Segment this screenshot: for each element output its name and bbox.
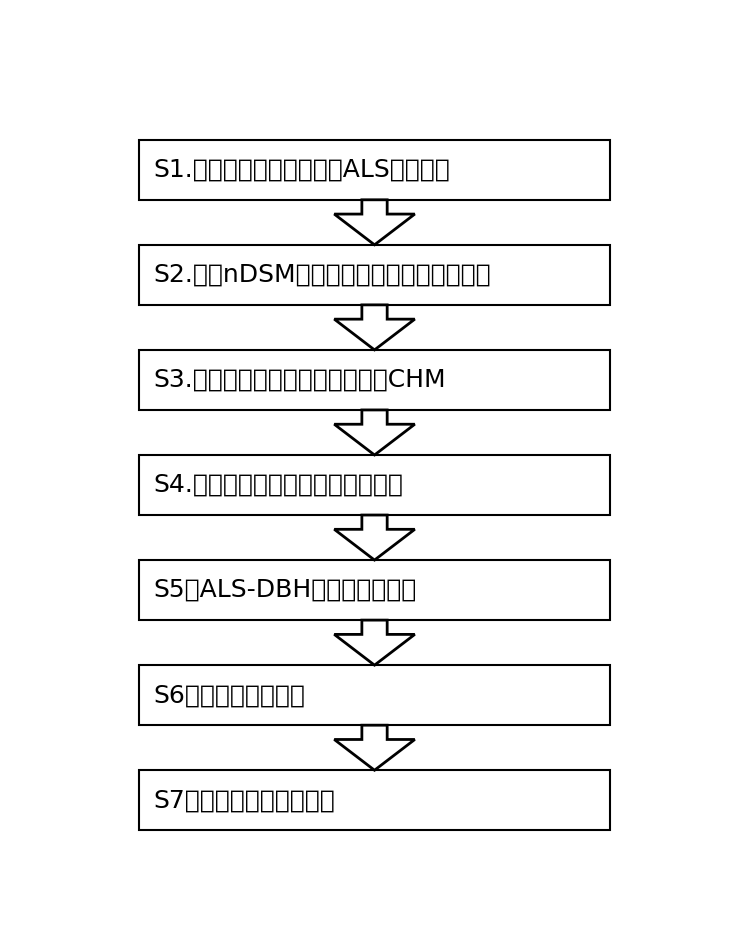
Text: S4.获得树木的树冠高度与树冠直径: S4.获得树木的树冠高度与树冠直径	[153, 473, 403, 497]
Text: S2.获得nDSM数据及各激光通道的强度图像: S2.获得nDSM数据及各激光通道的强度图像	[153, 262, 490, 287]
Polygon shape	[335, 515, 415, 560]
Text: S7创建城市碳存储地图。: S7创建城市碳存储地图。	[153, 788, 335, 812]
Polygon shape	[335, 200, 415, 244]
Bar	[139, 560, 611, 620]
Bar	[139, 455, 611, 515]
Bar	[139, 140, 611, 200]
Bar	[139, 350, 611, 410]
Text: S6、碳含量的预测；: S6、碳含量的预测；	[153, 683, 305, 708]
Polygon shape	[335, 620, 415, 665]
Text: S5、ALS-DBH回归模型的选择: S5、ALS-DBH回归模型的选择	[153, 578, 416, 602]
Polygon shape	[335, 305, 415, 350]
Polygon shape	[335, 410, 415, 455]
Bar	[139, 665, 611, 726]
Bar	[139, 770, 611, 830]
Bar	[139, 244, 611, 305]
Polygon shape	[335, 726, 415, 770]
Text: S3.植被分类，获得树冠高度模型CHM: S3.植被分类，获得树冠高度模型CHM	[153, 368, 446, 392]
Text: S1.获得多个航带的多回波ALS点云数据: S1.获得多个航带的多回波ALS点云数据	[153, 158, 450, 182]
